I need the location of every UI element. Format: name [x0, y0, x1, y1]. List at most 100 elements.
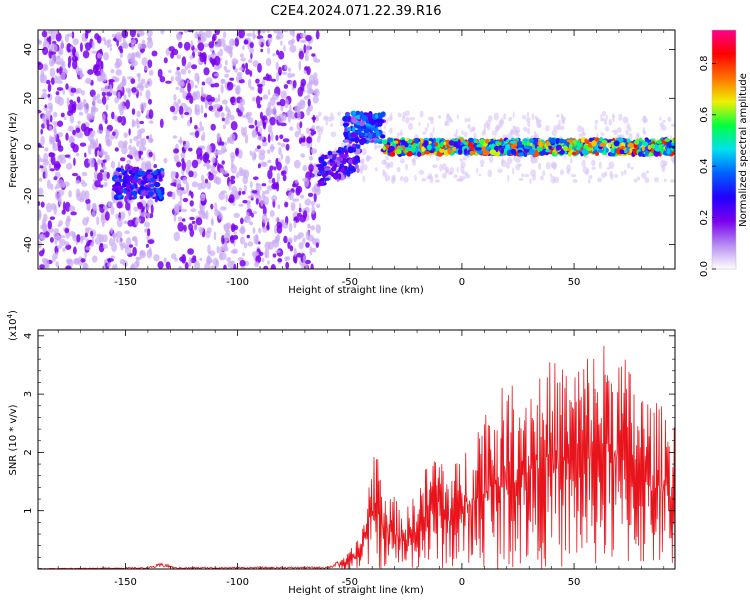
heatmap-cell	[469, 127, 475, 133]
heatmap-cell	[186, 159, 192, 169]
heatmap-cell	[221, 160, 225, 165]
heatmap-cell	[497, 168, 503, 173]
heatmap-cell	[448, 171, 452, 176]
heatmap-cell	[163, 157, 168, 164]
heatmap-cell	[269, 165, 274, 171]
heatmap-cell	[483, 126, 486, 132]
heatmap-cell	[401, 139, 406, 145]
heatmap-cell	[634, 139, 640, 145]
heatmap-cell	[352, 158, 359, 165]
heatmap-cell	[305, 44, 311, 51]
heatmap-cell	[272, 93, 279, 100]
heatmap-cell	[384, 144, 390, 148]
heatmap-cell	[207, 259, 213, 263]
heatmap-cell	[38, 154, 41, 163]
heatmap-cell	[76, 192, 83, 202]
heatmap-cell	[479, 159, 485, 165]
heatmap-cell	[146, 30, 153, 37]
heatmap-cell	[160, 170, 165, 175]
spectrogram-heatmap	[38, 30, 675, 269]
heatmap-cell	[496, 141, 502, 146]
heatmap-cell	[457, 148, 463, 155]
heatmap-cell	[261, 30, 266, 34]
heatmap-cell	[270, 143, 275, 153]
heatmap-cell	[181, 253, 187, 264]
y-tick-label: -20	[23, 188, 34, 204]
heatmap-cell	[267, 133, 271, 143]
heatmap-cell	[613, 131, 618, 136]
heatmap-cell	[285, 261, 290, 269]
heatmap-cell	[79, 132, 84, 139]
heatmap-cell	[248, 221, 254, 226]
heatmap-cell	[235, 59, 239, 64]
heatmap-cell	[114, 147, 119, 152]
heatmap-cell	[72, 232, 76, 239]
heatmap-cell	[140, 180, 145, 185]
heatmap-cell	[176, 31, 182, 41]
heatmap-cell	[302, 237, 306, 244]
heatmap-cell	[229, 114, 235, 121]
heatmap-cell	[182, 197, 189, 203]
heatmap-cell	[267, 89, 271, 96]
heatmap-cell	[117, 91, 121, 100]
heatmap-cell	[358, 132, 365, 137]
heatmap-cell	[105, 104, 109, 111]
heatmap-cell	[600, 114, 603, 119]
heatmap-cell	[292, 79, 297, 89]
heatmap-cell	[260, 48, 264, 53]
heatmap-cell	[503, 113, 507, 120]
heatmap-cell	[54, 75, 58, 84]
heatmap-cell	[92, 101, 96, 111]
heatmap-cell	[267, 149, 271, 155]
heatmap-cell	[594, 119, 598, 125]
heatmap-cell	[213, 231, 217, 241]
heatmap-cell	[257, 120, 261, 129]
heatmap-cell	[187, 30, 194, 33]
heatmap-cell	[218, 192, 226, 201]
heatmap-cell	[397, 112, 402, 118]
heatmap-cell	[278, 71, 282, 76]
x-tick-label: -100	[226, 577, 249, 588]
heatmap-cell	[96, 216, 100, 226]
heatmap-cell	[56, 179, 64, 185]
heatmap-cell	[243, 242, 248, 249]
heatmap-cell	[238, 30, 245, 39]
heatmap-cell	[158, 194, 163, 200]
heatmap-cell	[241, 190, 246, 195]
heatmap-cell	[144, 184, 152, 188]
heatmap-cell	[129, 138, 133, 144]
heatmap-cell	[101, 210, 107, 221]
heatmap-cell	[317, 111, 322, 117]
heatmap-cell	[270, 264, 277, 269]
heatmap-cell	[366, 156, 373, 160]
heatmap-cell	[267, 159, 272, 164]
heatmap-cell	[390, 161, 394, 168]
heatmap-cell	[182, 176, 188, 185]
heatmap-cell	[246, 200, 251, 210]
heatmap-cell	[297, 86, 304, 97]
heatmap-cell	[131, 87, 137, 93]
heatmap-cell	[73, 246, 77, 255]
heatmap-cell	[315, 242, 319, 248]
heatmap-cell	[414, 147, 419, 153]
heatmap-cell	[100, 169, 105, 173]
heatmap-cell	[38, 61, 41, 66]
heatmap-cell	[102, 244, 108, 249]
heatmap-cell	[310, 263, 314, 269]
heatmap-cell	[345, 176, 351, 180]
heatmap-cell	[292, 30, 295, 38]
heatmap-cell	[127, 219, 135, 227]
heatmap-cell	[262, 140, 268, 147]
colorbar-tick-label: 0.2	[699, 210, 710, 226]
heatmap-cell	[123, 40, 128, 49]
heatmap-cell	[256, 145, 261, 150]
heatmap-cell	[600, 117, 606, 122]
heatmap-cell	[508, 116, 513, 122]
heatmap-cell	[96, 233, 102, 237]
heatmap-cell	[397, 132, 400, 138]
heatmap-cell	[281, 71, 288, 75]
heatmap-cell	[352, 126, 356, 133]
heatmap-cell	[103, 52, 109, 61]
heatmap-cell	[65, 244, 72, 251]
heatmap-cell	[247, 43, 250, 50]
